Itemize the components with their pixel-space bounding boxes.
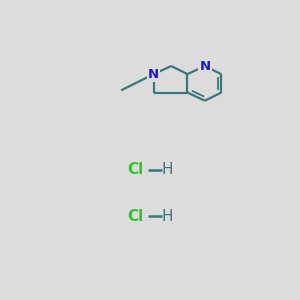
Text: N: N <box>148 68 159 81</box>
Text: H: H <box>162 163 173 178</box>
Text: Cl: Cl <box>127 163 143 178</box>
Text: N: N <box>199 59 211 73</box>
Text: H: H <box>162 209 173 224</box>
Text: Cl: Cl <box>127 209 143 224</box>
